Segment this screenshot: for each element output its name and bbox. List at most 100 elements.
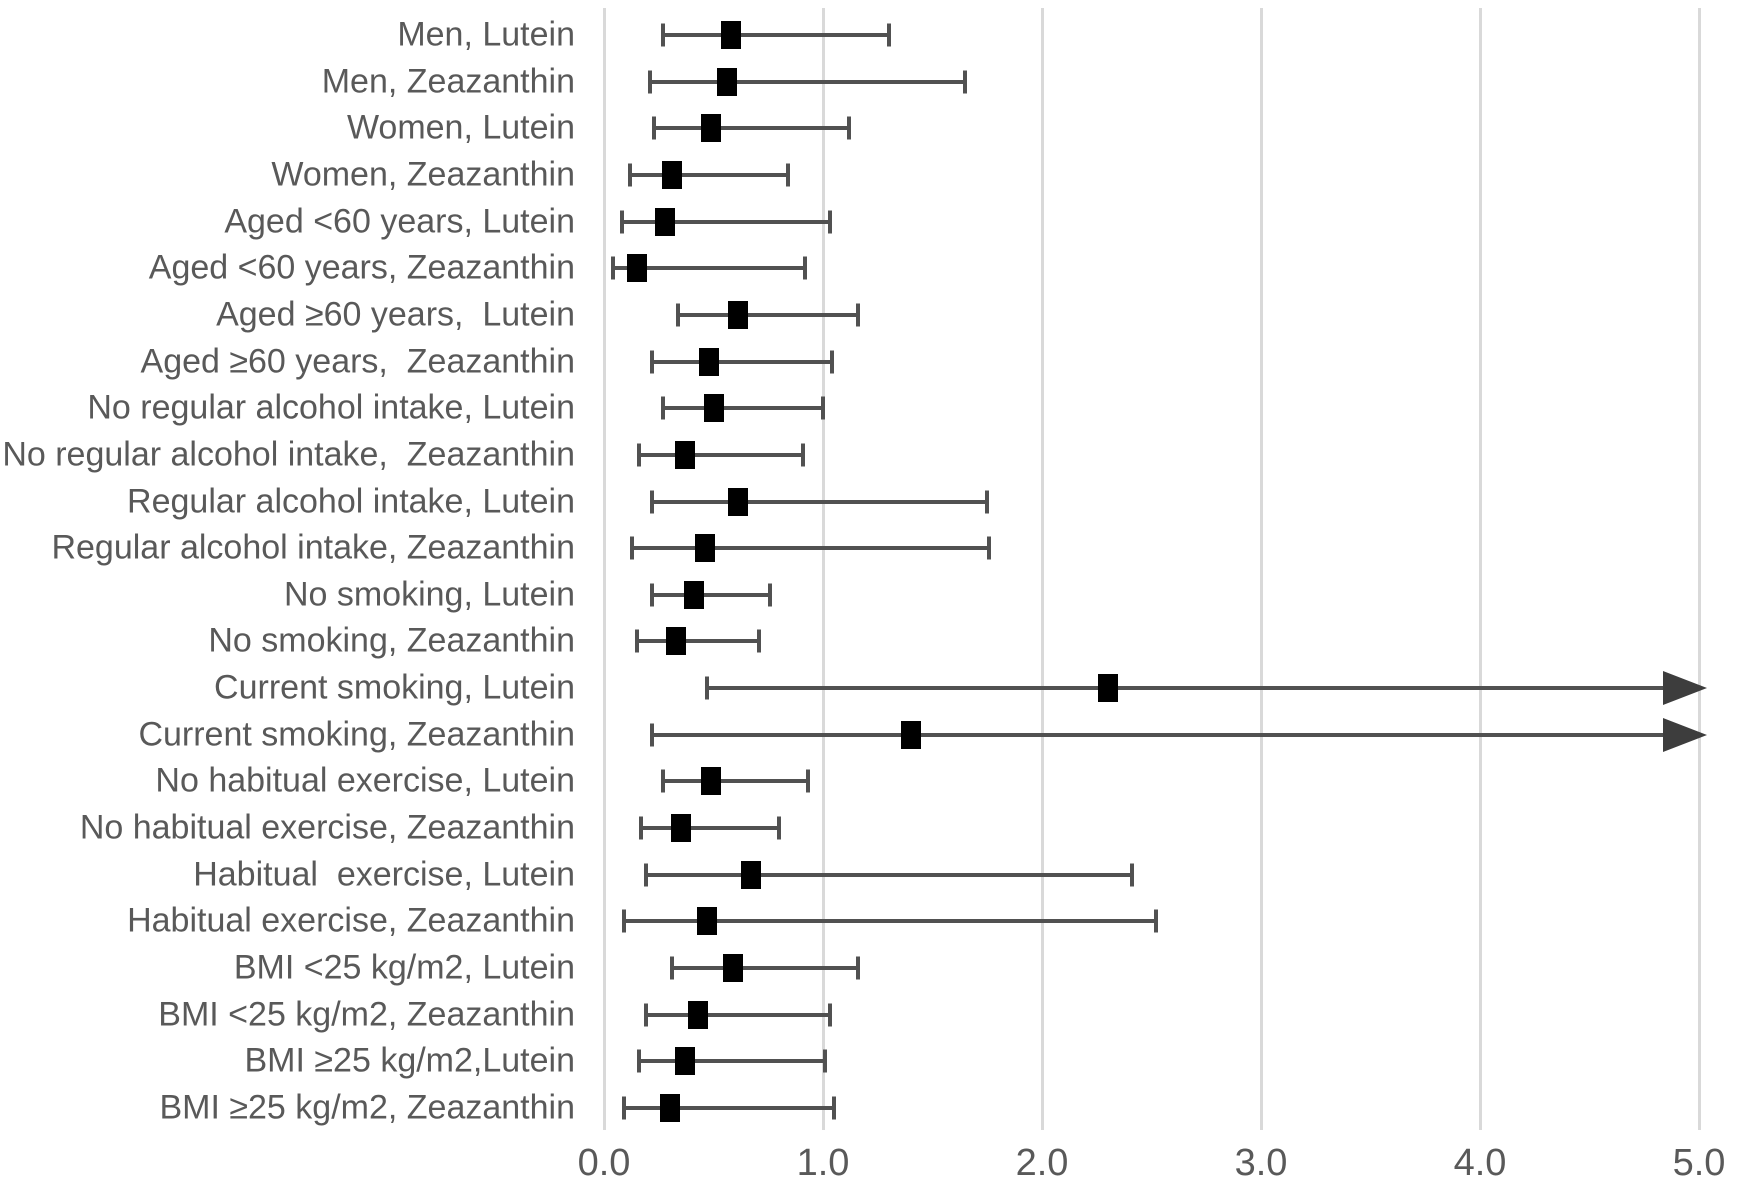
ci-line xyxy=(649,79,966,84)
ci-line xyxy=(678,312,859,317)
ci-truncation-arrow xyxy=(1663,717,1707,752)
ci-cap-right xyxy=(985,490,990,513)
point-marker xyxy=(670,814,691,843)
gridline-x-1.0 xyxy=(821,8,825,1130)
ci-line xyxy=(612,266,806,271)
ci-line xyxy=(636,639,760,644)
ci-cap-left xyxy=(610,256,615,280)
ci-cap-left xyxy=(637,1049,642,1073)
point-marker xyxy=(900,720,921,749)
ci-cap-right xyxy=(827,1003,832,1027)
row-label: Men, Lutein xyxy=(397,15,575,54)
ci-cap-right xyxy=(768,583,773,607)
point-marker xyxy=(626,254,647,283)
point-marker xyxy=(666,627,687,656)
ci-truncation-arrow xyxy=(1663,671,1707,706)
ci-cap-right xyxy=(847,116,852,140)
gridline-x-4.0 xyxy=(1478,8,1482,1130)
ci-cap-right xyxy=(1153,909,1158,933)
ci-cap-left xyxy=(630,536,635,560)
row-label: Current smoking, Zeazanthin xyxy=(138,715,575,754)
ci-cap-left xyxy=(650,490,655,513)
gridline-x-0.0 xyxy=(602,8,606,1130)
ci-line xyxy=(623,919,1156,924)
ci-cap-right xyxy=(805,769,810,793)
ci-cap-left xyxy=(643,1003,648,1027)
x-tick-label: 2.0 xyxy=(1015,1142,1069,1184)
row-label: BMI <25 kg/m2, Lutein xyxy=(233,948,575,987)
ci-cap-left xyxy=(637,443,642,467)
ci-line xyxy=(652,732,1671,737)
x-tick-label: 3.0 xyxy=(1234,1142,1288,1184)
gridline-x-3.0 xyxy=(1259,8,1263,1130)
row-label: No smoking, Zeazanthin xyxy=(208,621,575,660)
ci-cap-right xyxy=(1129,863,1134,887)
row-label: Men, Zeazanthin xyxy=(321,62,575,101)
point-marker xyxy=(675,1047,696,1076)
ci-cap-left xyxy=(669,956,674,980)
ci-cap-right xyxy=(821,396,825,420)
point-marker xyxy=(699,347,720,376)
ci-cap-left xyxy=(652,116,657,140)
point-marker xyxy=(688,1000,709,1029)
row-label: Aged <60 years, Zeazanthin xyxy=(148,248,575,287)
row-label: Regular alcohol intake, Lutein xyxy=(127,482,575,520)
point-marker xyxy=(723,954,744,982)
row-label: Current smoking, Lutein xyxy=(214,668,575,707)
point-marker xyxy=(1097,674,1118,703)
ci-cap-left xyxy=(650,723,655,747)
ci-cap-left xyxy=(621,909,626,933)
ci-cap-left xyxy=(704,676,709,700)
ci-line xyxy=(639,452,804,457)
ci-line xyxy=(706,686,1671,691)
row-label: No regular alcohol intake, Zeazanthin xyxy=(2,435,575,474)
point-marker xyxy=(683,580,704,609)
point-marker xyxy=(659,1093,680,1122)
ci-line xyxy=(654,126,850,131)
ci-cap-right xyxy=(829,350,834,374)
row-label: No regular alcohol intake, Lutein xyxy=(87,388,575,427)
ci-cap-left xyxy=(619,210,624,234)
ci-cap-left xyxy=(639,816,644,840)
ci-line xyxy=(623,1105,834,1110)
gridline-x-2.0 xyxy=(1040,8,1044,1130)
row-label: No habitual exercise, Zeazanthin xyxy=(79,808,575,847)
row-label: Aged ≥60 years, Lutein xyxy=(216,295,575,334)
ci-line xyxy=(621,219,830,224)
x-tick-label: 0.0 xyxy=(577,1142,631,1184)
ci-cap-left xyxy=(634,629,639,653)
ci-line xyxy=(641,826,780,831)
ci-cap-left xyxy=(650,583,655,607)
row-label: Aged <60 years, Lutein xyxy=(224,202,575,241)
ci-cap-right xyxy=(757,629,762,653)
ci-cap-right xyxy=(803,256,808,280)
row-label: BMI <25 kg/m2, Zeazanthin xyxy=(158,995,575,1034)
point-marker xyxy=(701,114,722,143)
ci-cap-left xyxy=(661,769,666,793)
row-label: Women, Zeazanthin xyxy=(271,155,575,194)
ci-line xyxy=(663,406,823,411)
ci-cap-right xyxy=(785,163,790,187)
point-marker xyxy=(655,207,676,236)
row-label: Habitual exercise, Lutein xyxy=(193,855,575,894)
ci-line xyxy=(632,546,990,551)
ci-line xyxy=(645,1012,830,1017)
row-label: Women, Lutein xyxy=(346,108,575,147)
row-label: No smoking, Lutein xyxy=(283,575,575,614)
ci-cap-left xyxy=(621,1096,626,1120)
ci-cap-right xyxy=(831,1096,836,1120)
point-marker xyxy=(721,21,742,49)
point-marker xyxy=(703,394,724,423)
gridline-x-5.0 xyxy=(1697,8,1701,1130)
point-marker xyxy=(696,907,717,936)
ci-line xyxy=(663,33,889,37)
ci-cap-right xyxy=(823,1049,828,1073)
point-marker xyxy=(716,67,737,96)
ci-line xyxy=(652,499,988,504)
ci-line xyxy=(671,966,859,970)
x-tick-label: 4.0 xyxy=(1453,1142,1507,1184)
ci-cap-left xyxy=(628,163,633,187)
ci-cap-left xyxy=(676,303,681,327)
ci-cap-left xyxy=(643,863,648,887)
